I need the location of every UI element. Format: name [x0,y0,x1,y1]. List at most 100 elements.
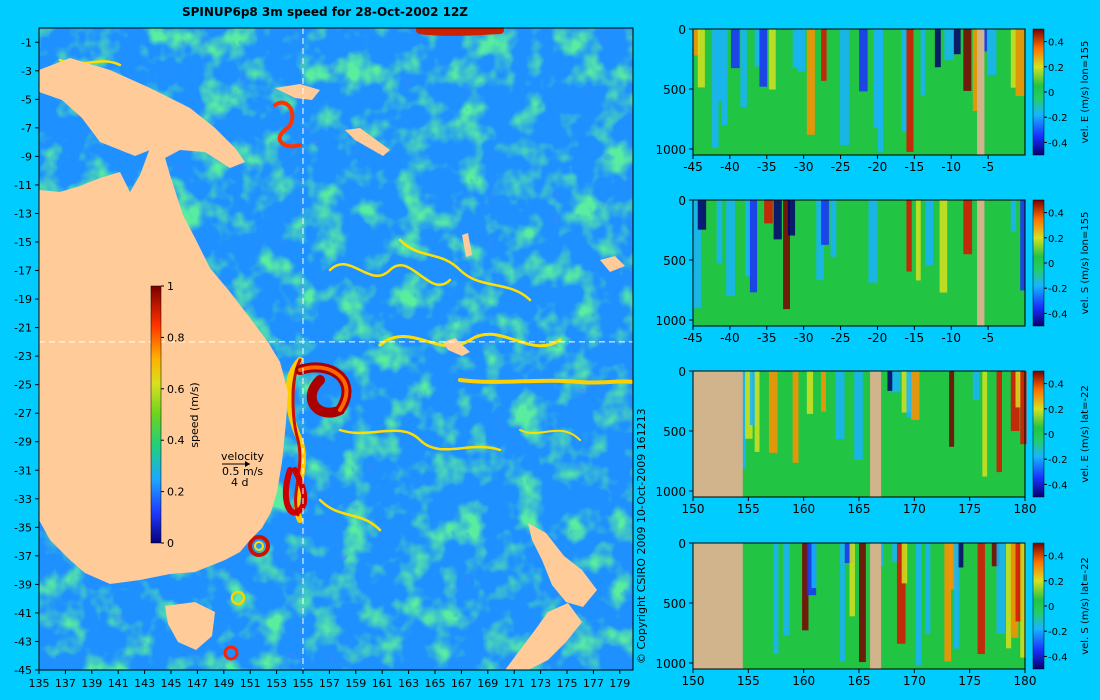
map-y-tick-label: -27 [14,407,32,420]
section-x-tick-label: -25 [831,331,851,345]
section-colorbar-tick-label: 0.4 [1048,380,1064,391]
section-x-tick-label: -30 [794,331,814,345]
section-colorbar [1032,199,1045,327]
map-x-tick-label: 159 [345,677,366,690]
section-stripe [783,200,790,310]
section-stripe [792,29,801,68]
section-stripe [821,200,829,245]
section-stripe [854,371,863,460]
speed-colorbar-tick-label: 1 [167,280,174,293]
speed-colorbar-tick-label: 0.4 [167,434,185,447]
section-y-tick-label: 500 [663,83,686,97]
section-x-tick-label: 160 [792,502,815,516]
section-stripe [768,29,776,90]
velocity-key-arrowhead [245,461,250,467]
section-colorbar [1032,542,1045,670]
section-stripe [873,29,882,128]
section-stripe [1010,543,1019,638]
section-stripe [1015,371,1022,408]
section-x-tick-label: 165 [848,674,871,688]
section-colorbar-tick-label: 0 [1048,259,1054,270]
section-stripe [787,200,796,236]
section-stripe [901,543,908,584]
map-x-tick-label: 143 [134,677,155,690]
map-y-tick-label: -13 [14,207,32,220]
section-x-tick-label: 180 [1014,674,1037,688]
map-y-tick-label: -3 [21,65,32,78]
new-zealand-south [505,603,582,670]
section-x-tick-label: 150 [682,502,705,516]
map-y-tick-label: -17 [14,265,32,278]
map-y-tick-label: -43 [14,635,32,648]
section-x-tick-label: -35 [757,331,777,345]
section-stripe [773,543,779,654]
section-panel-2: -45 -40 -35 -30 -25 -20 -15 -10 -5 0 500 1000 0.4 0.2… [655,194,1091,345]
section-stripe [835,371,845,439]
section-stripe [953,543,960,649]
map-x-tick-label: 161 [372,677,393,690]
tasmania [165,602,215,650]
section-colorbar-tick-label: -0.4 [1048,480,1068,491]
map-x-tick-label: 167 [451,677,472,690]
section-stripe [901,29,907,132]
map-x-tick-label: 163 [398,677,419,690]
section-stripe [1010,200,1017,232]
section-stripe [745,371,753,439]
section-colorbar-tick-label: 0.4 [1048,552,1064,563]
section-x-tick-label: -15 [905,331,925,345]
section-stripe [806,29,815,135]
section-stripe [797,29,806,72]
land-masses [39,58,625,670]
section-colorbar-tick-label: -0.2 [1048,627,1068,638]
section-x-tick-label: -20 [868,331,888,345]
section-stripe [749,200,758,293]
section-x-tick-label: 180 [1014,502,1037,516]
section-x-tick-label: -5 [982,331,994,345]
map-y-tick-label: -15 [14,236,32,249]
section-stripe [991,543,1000,567]
section-stripe [1020,543,1027,658]
section-colorbar-tick-label: 0 [1048,88,1054,99]
map-y-tick-label: -11 [14,179,32,192]
section-stripe [764,200,773,224]
section-stripe [925,200,934,266]
section-stripe [811,543,817,589]
solomons [345,128,390,156]
section-colorbar [1032,370,1045,498]
map-y-tick-label: -1 [21,36,32,49]
section-colorbar-tick-label: 0.2 [1048,63,1064,74]
section-colorbar-label: vel. E (m/s) lon=155 [1080,41,1091,144]
section-stripe [802,543,809,631]
section-stripe [844,543,853,563]
velocity-key-time: 4 d [231,476,248,489]
vanuatu [462,233,472,257]
section-stripe [840,29,850,145]
section-stripe [697,200,707,230]
section-x-tick-label: 155 [737,502,760,516]
section-y-tick-label: 1000 [655,314,686,328]
map-y-ticks: -1 -3 -5 -7 -9 -11 -13 -15 -17 -19 -21 -23 -25 -27 -29… [14,36,39,677]
section-y-tick-label: 1000 [655,143,686,157]
map-y-tick-label: -31 [14,464,32,477]
map-x-tick-label: 149 [213,677,234,690]
section-stripe [868,200,878,283]
section-stripe [949,371,955,447]
section-colorbar-tick-label: 0 [1048,602,1054,613]
section-stripe [859,29,868,92]
section-stripe [821,29,827,81]
map-y-tick-label: -37 [14,550,32,563]
section-land-mask [977,29,985,155]
section-colorbar-tick-label: -0.4 [1048,138,1068,149]
section-colorbar-label: vel. E (m/s) lat=-22 [1080,385,1091,483]
section-x-tick-label: -5 [982,160,994,174]
map-x-tick-label: 171 [504,677,525,690]
section-x-tick-label: -40 [720,331,740,345]
section-stripe [896,543,906,644]
section-stripe [849,543,855,617]
section-stripe [1006,543,1012,649]
section-stripe [806,543,817,596]
section-stripe [963,29,972,91]
section-stripe [949,543,957,590]
section-stripe [693,200,702,309]
section-stripe [754,29,762,67]
